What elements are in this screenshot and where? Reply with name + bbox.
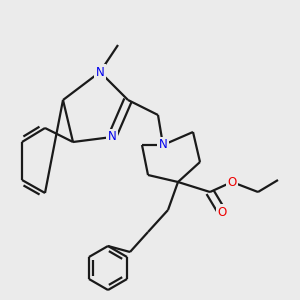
Text: O: O bbox=[227, 176, 237, 188]
Text: N: N bbox=[96, 65, 104, 79]
Text: N: N bbox=[108, 130, 116, 143]
Text: N: N bbox=[159, 139, 167, 152]
Text: O: O bbox=[218, 206, 226, 218]
